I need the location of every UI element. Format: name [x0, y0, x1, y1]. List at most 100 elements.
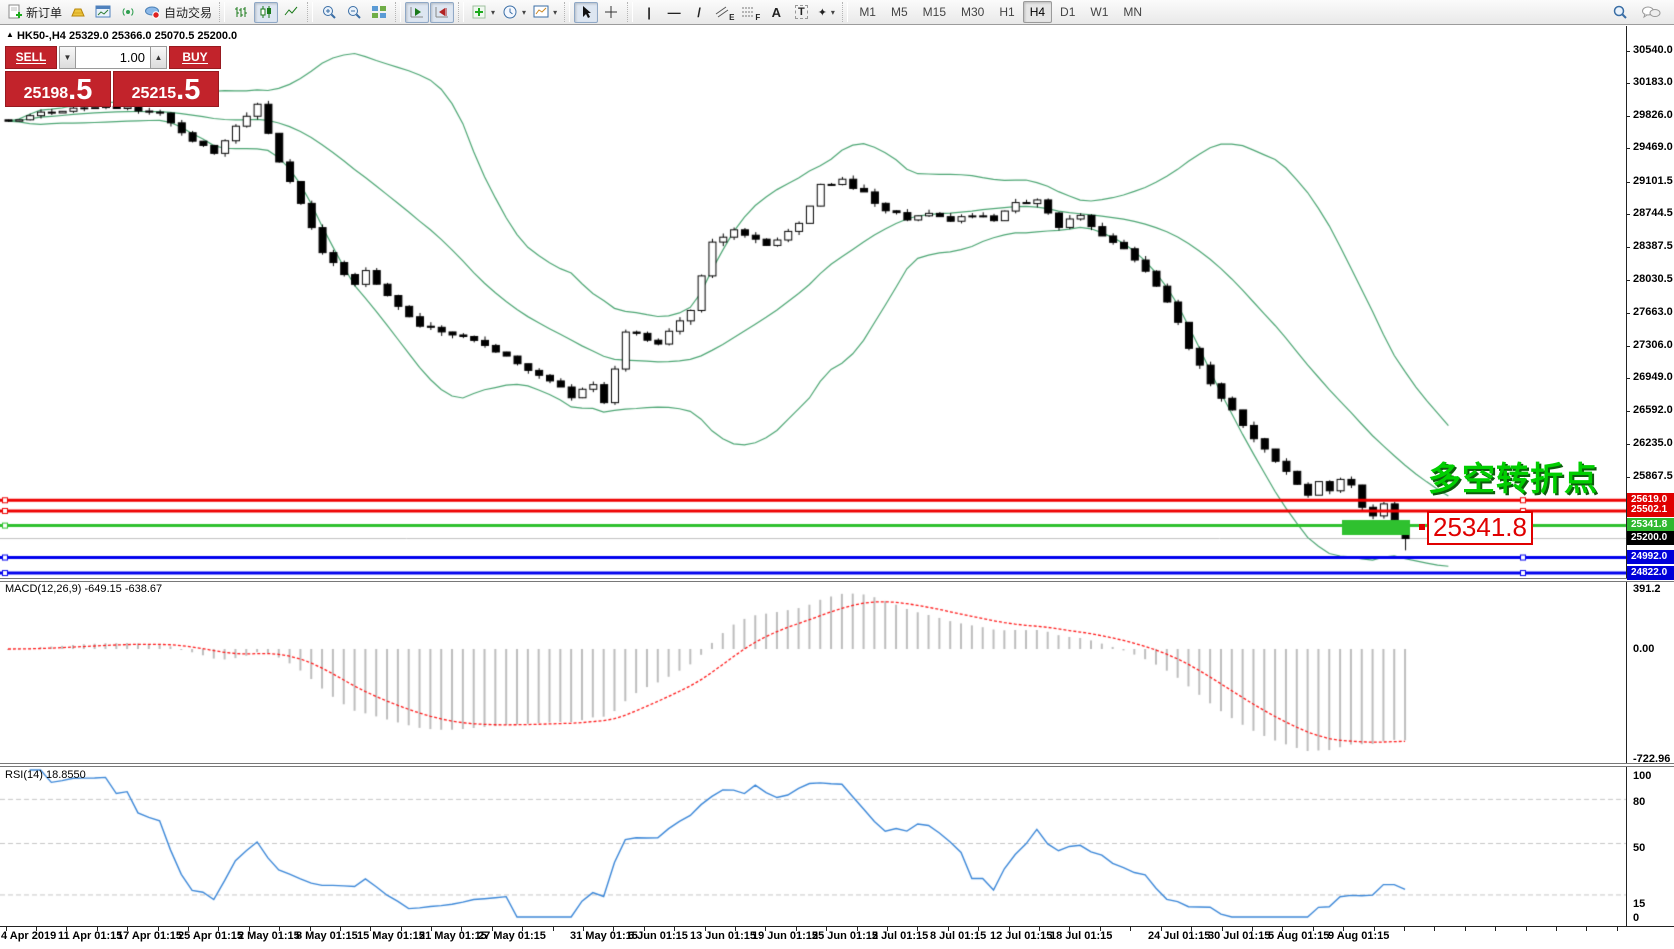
callout-handle[interactable]: [1419, 524, 1425, 530]
price-axis-tick: [1626, 83, 1630, 84]
candlestick-chart-button[interactable]: [254, 1, 279, 23]
signals-button[interactable]: [116, 2, 140, 23]
auto-scroll-button[interactable]: [405, 1, 430, 23]
time-axis-tick: [857, 927, 858, 931]
indicators-icon: [472, 5, 486, 19]
time-axis-tick: [158, 927, 159, 931]
timeframe-m15[interactable]: M15: [922, 5, 946, 19]
trendline-button[interactable]: /: [687, 2, 711, 23]
time-axis-label: 30 Jul 01:15: [1208, 930, 1271, 942]
terminal-button[interactable]: [91, 2, 115, 23]
timeframe-h4[interactable]: H4: [1022, 1, 1053, 23]
text-label-icon: T: [794, 5, 808, 19]
horizontal-line-icon: —: [667, 4, 681, 20]
timeframe-d1[interactable]: D1: [1060, 5, 1076, 19]
bid-price-button[interactable]: 25198 .5: [5, 71, 111, 107]
cursor-button[interactable]: [574, 1, 599, 23]
vertical-line-icon: |: [647, 4, 651, 20]
volume-stepper: ▼ 1.00 ▲: [59, 46, 167, 69]
price-axis-tick: [1626, 247, 1630, 248]
rsi-panel-canvas[interactable]: [0, 767, 1626, 926]
time-axis-tick: [553, 927, 554, 931]
time-axis-tick: [1100, 927, 1101, 931]
new-order-button[interactable]: 新订单: [4, 2, 65, 23]
panel-separator[interactable]: [0, 578, 1674, 582]
buy-button[interactable]: BUY: [169, 46, 221, 69]
time-axis-label: 2 Jul 01:15: [872, 930, 929, 942]
panel-separator[interactable]: [0, 763, 1674, 767]
time-axis-tick: [66, 927, 67, 931]
price-axis-tick: [1626, 148, 1630, 149]
channel-icon: [715, 6, 729, 18]
chat-button[interactable]: [1638, 2, 1664, 23]
chat-bubbles-icon: [1642, 6, 1661, 19]
price-axis-label: 30540.0: [1633, 44, 1673, 56]
time-axis-tick: [127, 927, 128, 931]
crosshair-button[interactable]: [599, 2, 623, 23]
bar-chart-icon: [235, 7, 248, 17]
autotrading-button[interactable]: 自动交易: [141, 2, 215, 23]
time-axis-label: 4 Apr 2019: [1, 930, 57, 942]
line-chart-button[interactable]: [279, 2, 303, 23]
quotes-button[interactable]: [66, 2, 90, 23]
horizontal-line-button[interactable]: —: [662, 2, 686, 23]
price-axis-tick: [1626, 411, 1630, 412]
chart-shift-button[interactable]: [430, 1, 455, 23]
time-axis-tick: [583, 927, 584, 931]
vertical-line-button[interactable]: |: [637, 2, 661, 23]
sell-button[interactable]: SELL: [5, 46, 57, 69]
price-axis-label: 25867.5: [1633, 470, 1673, 482]
time-axis-tick: [765, 927, 766, 931]
time-axis-tick: [705, 927, 706, 931]
timeframe-h1[interactable]: H1: [999, 5, 1015, 19]
price-axis-tick: [1626, 51, 1630, 52]
time-axis-tick: [279, 927, 280, 931]
price-axis-tick: [1626, 346, 1630, 347]
fibonacci-button[interactable]: F: [738, 2, 763, 23]
ask-price-button[interactable]: 25215 .5: [113, 71, 219, 107]
templates-button[interactable]: ▾: [530, 2, 560, 23]
zoom-out-button[interactable]: [342, 2, 366, 23]
time-axis-tick: [948, 927, 949, 931]
zoom-in-button[interactable]: [317, 2, 341, 23]
timeframe-m5[interactable]: M5: [890, 5, 908, 19]
text-label-button[interactable]: T: [789, 2, 813, 23]
indicators-button[interactable]: ▾: [468, 2, 498, 23]
time-axis-label: 24 Jul 01:15: [1148, 930, 1211, 942]
price-callout-box[interactable]: 25341.8: [1427, 511, 1533, 545]
equidistant-channel-button[interactable]: E: [712, 2, 737, 23]
periods-button[interactable]: ▾: [499, 2, 529, 23]
search-button[interactable]: [1608, 2, 1632, 23]
price-axis-tick: [1626, 214, 1630, 215]
timeframe-m1[interactable]: M1: [859, 5, 876, 19]
timeframe-m30[interactable]: M30: [961, 5, 985, 19]
timeframe-w1[interactable]: W1: [1090, 5, 1109, 19]
time-axis-label: 2 May 01:15: [238, 930, 300, 942]
time-axis-tick: [1069, 927, 1070, 931]
time-axis-tick: [735, 927, 736, 931]
text-tool-button[interactable]: A: [764, 2, 788, 23]
ask-price-fraction: .5: [176, 74, 201, 106]
price-tag: 25200.0: [1627, 531, 1674, 545]
price-tag: 24822.0: [1627, 566, 1674, 580]
collapse-icon[interactable]: ▲: [6, 30, 14, 39]
price-axis-tick: [1626, 313, 1630, 314]
volume-increase-button[interactable]: ▲: [150, 46, 167, 69]
volume-input[interactable]: 1.00: [76, 46, 150, 69]
price-axis-label: 26949.0: [1633, 371, 1673, 383]
time-axis-tick: [461, 927, 462, 931]
tile-windows-button[interactable]: [367, 2, 391, 23]
volume-decrease-button[interactable]: ▼: [59, 46, 76, 69]
macd-panel-canvas[interactable]: [0, 582, 1626, 763]
time-axis-tick: [1404, 927, 1405, 931]
toolbar-separator: [627, 2, 634, 22]
timeframe-mn[interactable]: MN: [1123, 5, 1143, 19]
ask-price-main: 25215: [131, 85, 177, 102]
bar-chart-button[interactable]: [229, 2, 253, 23]
main-chart-canvas[interactable]: [0, 26, 1626, 578]
time-axis-tick: [1374, 927, 1375, 931]
arrows-button[interactable]: ✦ ▾: [814, 2, 838, 23]
chinese-annotation-text[interactable]: 多空转折点: [1428, 460, 1598, 497]
time-axis-label: 8 May 01:15: [296, 930, 358, 942]
time-axis-tick: [1130, 927, 1131, 931]
